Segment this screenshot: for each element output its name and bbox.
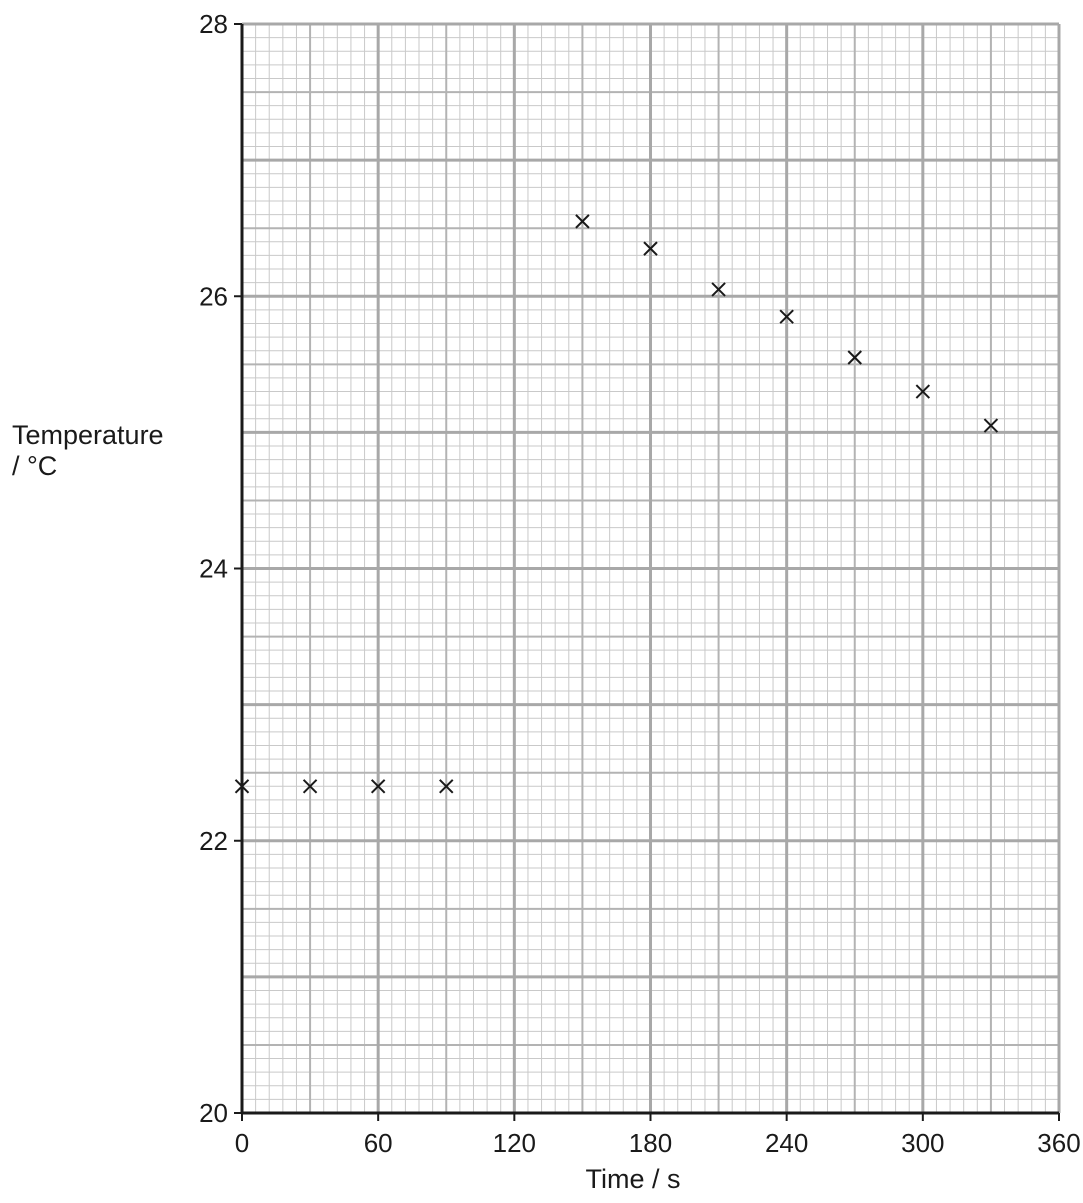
- data-point-marker: [370, 779, 386, 794]
- y-tick-label: 24: [199, 554, 228, 584]
- data-point-marker: [234, 779, 250, 794]
- x-tick-label: 0: [235, 1128, 249, 1158]
- tick-labels: 0 60 120 180 240 300 360 20 22 24 26 28: [199, 9, 1081, 1158]
- y-axis-title-line1: Temperature: [12, 420, 164, 450]
- y-tick-label: 28: [199, 9, 228, 39]
- axis-ticks: [234, 23, 1060, 1121]
- data-point-marker: [983, 418, 999, 433]
- y-axis-title-line2: / °C: [12, 451, 57, 481]
- data-point-marker: [302, 779, 318, 794]
- data-point-marker: [575, 214, 590, 229]
- x-tick-label: 120: [493, 1128, 536, 1158]
- x-tick-label: 300: [901, 1128, 944, 1158]
- data-points: [234, 214, 999, 794]
- data-point-marker: [711, 282, 726, 297]
- x-axis-title: Time / s: [585, 1164, 680, 1194]
- x-tick-label: 240: [765, 1128, 808, 1158]
- x-tick-label: 180: [629, 1128, 672, 1158]
- data-point-marker: [439, 779, 454, 794]
- data-point-marker: [779, 309, 794, 324]
- y-tick-label: 22: [199, 826, 228, 856]
- y-tick-label: 20: [199, 1098, 228, 1128]
- y-tick-label: 26: [199, 281, 228, 311]
- x-tick-label: 60: [364, 1128, 393, 1158]
- data-point-marker: [915, 384, 931, 399]
- data-point-marker: [643, 241, 658, 256]
- x-tick-label: 360: [1037, 1128, 1080, 1158]
- data-point-marker: [847, 350, 862, 365]
